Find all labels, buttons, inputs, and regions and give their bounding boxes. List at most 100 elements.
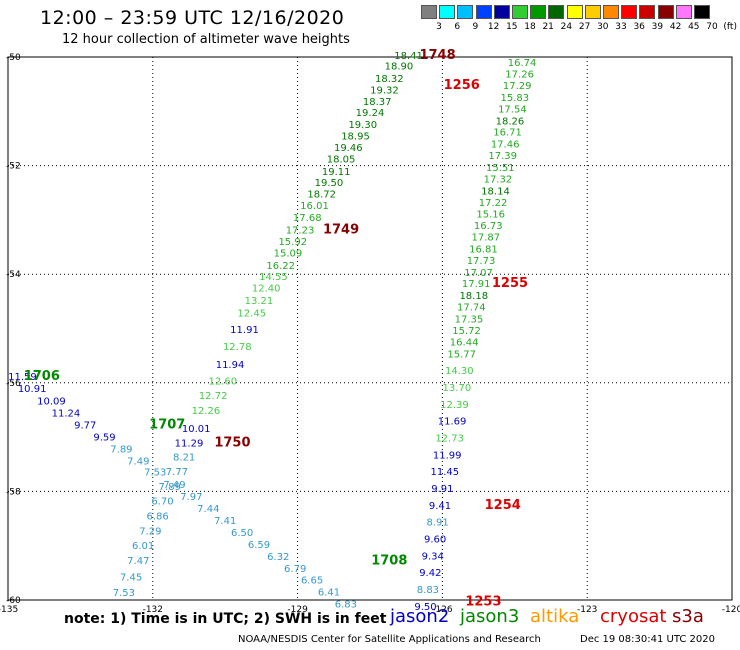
wave-height-label: 11.69: [438, 417, 467, 428]
wave-height-label: 8.91: [426, 518, 448, 529]
wave-height-label: 7.45: [120, 572, 142, 583]
wave-height-label: 6.41: [318, 588, 340, 599]
wave-height-label: 10.09: [37, 397, 66, 408]
pass-time-label: 1255: [492, 276, 528, 291]
wave-height-label: 6.32: [267, 552, 289, 563]
wave-height-label: 12.60: [208, 376, 237, 387]
pass-time-label: 1256: [444, 78, 480, 93]
satellite-name-jason3: jason3: [460, 606, 520, 627]
x-tick-label: -132: [143, 605, 163, 615]
scale-swatch: [603, 5, 619, 19]
wave-height-label: 17.23: [286, 225, 315, 236]
wave-height-label: 15.83: [500, 93, 529, 104]
wave-height-label: 14.30: [445, 366, 474, 377]
pass-time-label: 1748: [419, 48, 455, 63]
wave-height-label: 16.01: [300, 201, 329, 212]
scale-swatch: [475, 5, 492, 19]
scale-label: 6: [454, 22, 461, 32]
wave-height-label: 7.47: [127, 556, 149, 567]
wave-height-label: 6.65: [301, 576, 323, 587]
wave-height-label: 17.91: [462, 279, 491, 290]
wave-height-label: 10.91: [18, 384, 47, 395]
wave-height-label: 16.71: [493, 128, 522, 139]
pass-time-label: 1254: [485, 498, 521, 513]
scale-label: 30: [597, 22, 609, 32]
wave-height-label: 11.99: [433, 450, 462, 461]
scale-label: 12: [487, 22, 500, 32]
wave-height-label: 9.42: [419, 568, 441, 579]
wave-height-label: 17.68: [293, 213, 322, 224]
pass-time-label: 1253: [465, 594, 501, 609]
scale-swatch: [548, 5, 565, 19]
scale-swatch: [457, 5, 474, 19]
scale-label: 36: [633, 22, 645, 32]
scale-swatch: [530, 5, 547, 19]
scale-label: 27: [578, 22, 591, 32]
y-tick-label: -52: [6, 162, 21, 172]
scale-swatch: [675, 5, 692, 19]
wave-height-label: 15.72: [452, 326, 481, 337]
scale-label: 42: [669, 22, 682, 32]
scale-label: 33: [615, 22, 627, 32]
scale-swatch: [694, 5, 710, 19]
scale-swatch: [566, 5, 583, 19]
wave-height-label: 9.60: [424, 534, 446, 545]
wave-height-label: 7.49: [127, 456, 149, 467]
wave-height-label: 17.87: [472, 233, 501, 244]
wave-height-label: 15.77: [447, 349, 476, 360]
wave-height-label: 17.22: [479, 198, 508, 209]
wave-height-label: 9.41: [429, 501, 451, 512]
wave-height-label: 17.54: [498, 104, 527, 115]
wave-height-label: 6.79: [284, 564, 306, 575]
chart-title: 12:00 – 23:59 UTC 12/16/2020: [40, 7, 345, 29]
wave-height-label: 12.39: [440, 400, 469, 411]
pass-time-label: 1750: [214, 435, 250, 450]
wave-height-label: 13.21: [245, 296, 274, 307]
wave-height-label: 17.39: [488, 151, 517, 162]
wave-height-label: 16.22: [266, 261, 295, 272]
scale-swatch: [657, 5, 674, 19]
satellite-name-cryosat: cryosat: [600, 606, 667, 627]
wave-height-label: 14.55: [259, 272, 288, 283]
wave-height-label: 15.51: [486, 163, 515, 174]
wave-height-label: 11.59: [8, 372, 37, 383]
wave-height-label: 16.44: [450, 337, 479, 348]
pass-time-label: 1707: [149, 417, 185, 432]
y-tick-label: -56: [6, 379, 21, 389]
wave-height-label: 17.07: [464, 268, 493, 279]
wave-height-label: 19.11: [322, 167, 351, 178]
wave-height-label: 8.21: [173, 452, 195, 463]
wave-height-label: 8.83: [417, 585, 439, 596]
wave-height-label: 6.59: [248, 540, 270, 551]
wave-height-label: 18.90: [385, 61, 414, 72]
scale-swatch: [639, 5, 656, 19]
wave-height-label: 13.70: [443, 383, 472, 394]
wave-height-label: 11.24: [52, 408, 81, 419]
pass-time-label: 1708: [371, 554, 407, 569]
wave-height-label: 19.32: [370, 85, 399, 96]
wave-height-label: 18.95: [341, 132, 370, 143]
scale-swatch: [493, 5, 510, 19]
satellite-name-jason2: jason2: [390, 606, 450, 627]
wave-height-label: 11.94: [216, 360, 245, 371]
satellite-name-s3a: s3a: [672, 606, 704, 627]
scale-label: 15: [506, 22, 518, 32]
wave-height-label: 7.41: [214, 516, 236, 527]
y-tick-label: -54: [6, 270, 21, 280]
wave-height-label: 17.46: [491, 140, 520, 151]
y-tick-label: -50: [6, 53, 21, 63]
x-tick-label: -120: [722, 605, 740, 615]
wave-height-label: 15.16: [476, 210, 505, 221]
wave-height-label: 11.91: [230, 325, 259, 336]
wave-height-label: 12.72: [199, 391, 228, 402]
wave-height-label: 19.24: [356, 108, 385, 119]
scale-swatch: [421, 5, 437, 19]
wave-height-label: 17.73: [467, 256, 496, 267]
wave-height-label: 6.83: [335, 600, 357, 611]
plot-frame: [7, 56, 733, 601]
wave-height-label: 7.29: [139, 526, 161, 537]
wave-height-label: 18.05: [327, 154, 356, 165]
scale-swatch: [512, 5, 528, 19]
wave-height-label: 6.70: [151, 496, 173, 507]
chart-subtitle: 12 hour collection of altimeter wave hei…: [62, 32, 350, 47]
